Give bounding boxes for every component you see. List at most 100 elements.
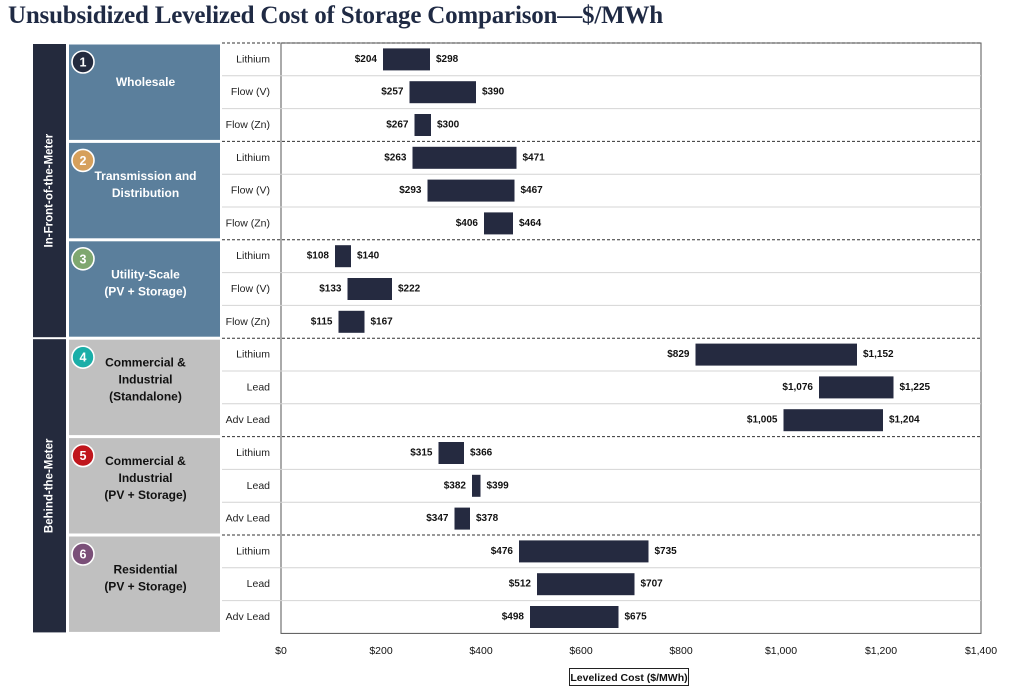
use-case-name: Transmission and [94,169,196,183]
high-value-label: $471 [523,152,546,163]
group-label-panel [33,44,66,338]
range-bar [412,146,517,169]
range-bar [438,442,464,464]
low-value-label: $115 [311,316,333,327]
x-tick-label: $1,400 [965,645,997,657]
low-value-label: $347 [426,513,449,524]
low-value-label: $133 [319,284,342,295]
use-case-name: Wholesale [116,75,176,89]
high-value-label: $1,152 [863,349,894,360]
low-value-label: $257 [381,87,404,98]
range-bar [383,48,430,71]
group-label-panel [33,339,66,633]
use-case-name: Distribution [112,186,179,200]
range-bar [335,245,351,268]
use-case-number: 4 [80,351,87,365]
x-tick-label: $400 [469,645,493,657]
range-bar [409,81,476,104]
technology-label: Lead [247,578,271,590]
use-case-badge [71,443,95,468]
technology-label: Adv Lead [226,414,271,426]
low-value-label: $108 [307,251,330,262]
use-case-badge [71,246,95,271]
technology-label: Adv Lead [226,611,271,623]
high-value-label: $399 [487,480,510,491]
use-case-number: 2 [80,154,87,168]
range-bar [472,474,481,497]
use-case-name: (Standalone) [109,389,182,403]
range-bar [414,114,431,136]
technology-label: Flow (Zn) [226,119,270,131]
low-value-label: $267 [386,120,409,131]
low-value-label: $1,076 [782,382,813,393]
range-bar [454,507,470,530]
use-case-name: Commercial & [105,355,186,369]
use-case-badge [71,542,95,566]
range-bar [695,343,857,366]
low-value-label: $498 [502,612,525,623]
technology-label: Flow (V) [231,283,270,295]
range-bar [537,573,635,596]
range-bar [338,310,365,333]
technology-label: Lithium [236,53,270,65]
technology-label: Flow (V) [231,86,270,98]
use-case-number: 3 [80,252,87,266]
high-value-label: $390 [482,87,505,98]
use-case-number: 1 [80,56,87,70]
use-case-badge [71,50,95,74]
x-axis-title: Levelized Cost ($/MWh) [569,668,689,686]
use-case-name: Industrial [118,471,172,485]
high-value-label: $735 [655,546,678,557]
range-bar [530,606,619,628]
low-value-label: $829 [667,349,690,360]
x-tick-label: $0 [275,645,287,657]
technology-label: Lithium [236,152,270,164]
range-bar [427,179,515,202]
x-tick-label: $1,200 [865,645,897,657]
group-label: In-Front-of-the-Meter [44,133,56,247]
low-value-label: $293 [399,185,422,196]
technology-label: Flow (V) [231,185,270,197]
technology-label: Lithium [236,447,270,459]
high-value-label: $707 [641,579,664,590]
technology-label: Adv Lead [226,513,271,525]
high-value-label: $222 [398,284,421,295]
high-value-label: $167 [371,316,394,327]
use-case-name: Utility-Scale [111,268,180,282]
range-bar [819,376,894,399]
use-case-name: (PV + Storage) [104,580,186,594]
technology-label: Lead [247,480,271,492]
low-value-label: $204 [355,54,378,65]
use-case-badge [71,148,95,173]
use-case-name: Commercial & [105,454,186,468]
low-value-label: $263 [384,152,407,163]
high-value-label: $1,225 [900,382,931,393]
high-value-label: $300 [437,120,460,131]
use-case-name: (PV + Storage) [104,488,186,502]
range-bar [783,409,883,432]
high-value-label: $378 [476,513,499,524]
low-value-label: $406 [456,218,479,229]
use-case-badge [71,345,95,370]
low-value-label: $512 [509,579,532,590]
technology-label: Flow (Zn) [226,217,270,229]
use-case-number: 6 [80,548,87,562]
x-tick-label: $1,000 [765,645,797,657]
x-tick-label: $800 [669,645,693,657]
high-value-label: $675 [625,612,648,623]
high-value-label: $366 [470,448,493,459]
low-value-label: $382 [444,480,467,491]
low-value-label: $1,005 [747,415,778,426]
low-value-label: $315 [410,448,433,459]
high-value-label: $298 [436,54,459,65]
use-case-number: 5 [80,449,87,463]
high-value-label: $140 [357,251,380,262]
high-value-label: $464 [519,218,542,229]
range-bar [519,540,649,563]
technology-label: Flow (Zn) [226,316,270,328]
use-case-name: (PV + Storage) [104,285,186,299]
range-bar [484,212,513,235]
chart-title: Unsubsidized Levelized Cost of Storage C… [8,2,663,29]
low-value-label: $476 [491,546,514,557]
